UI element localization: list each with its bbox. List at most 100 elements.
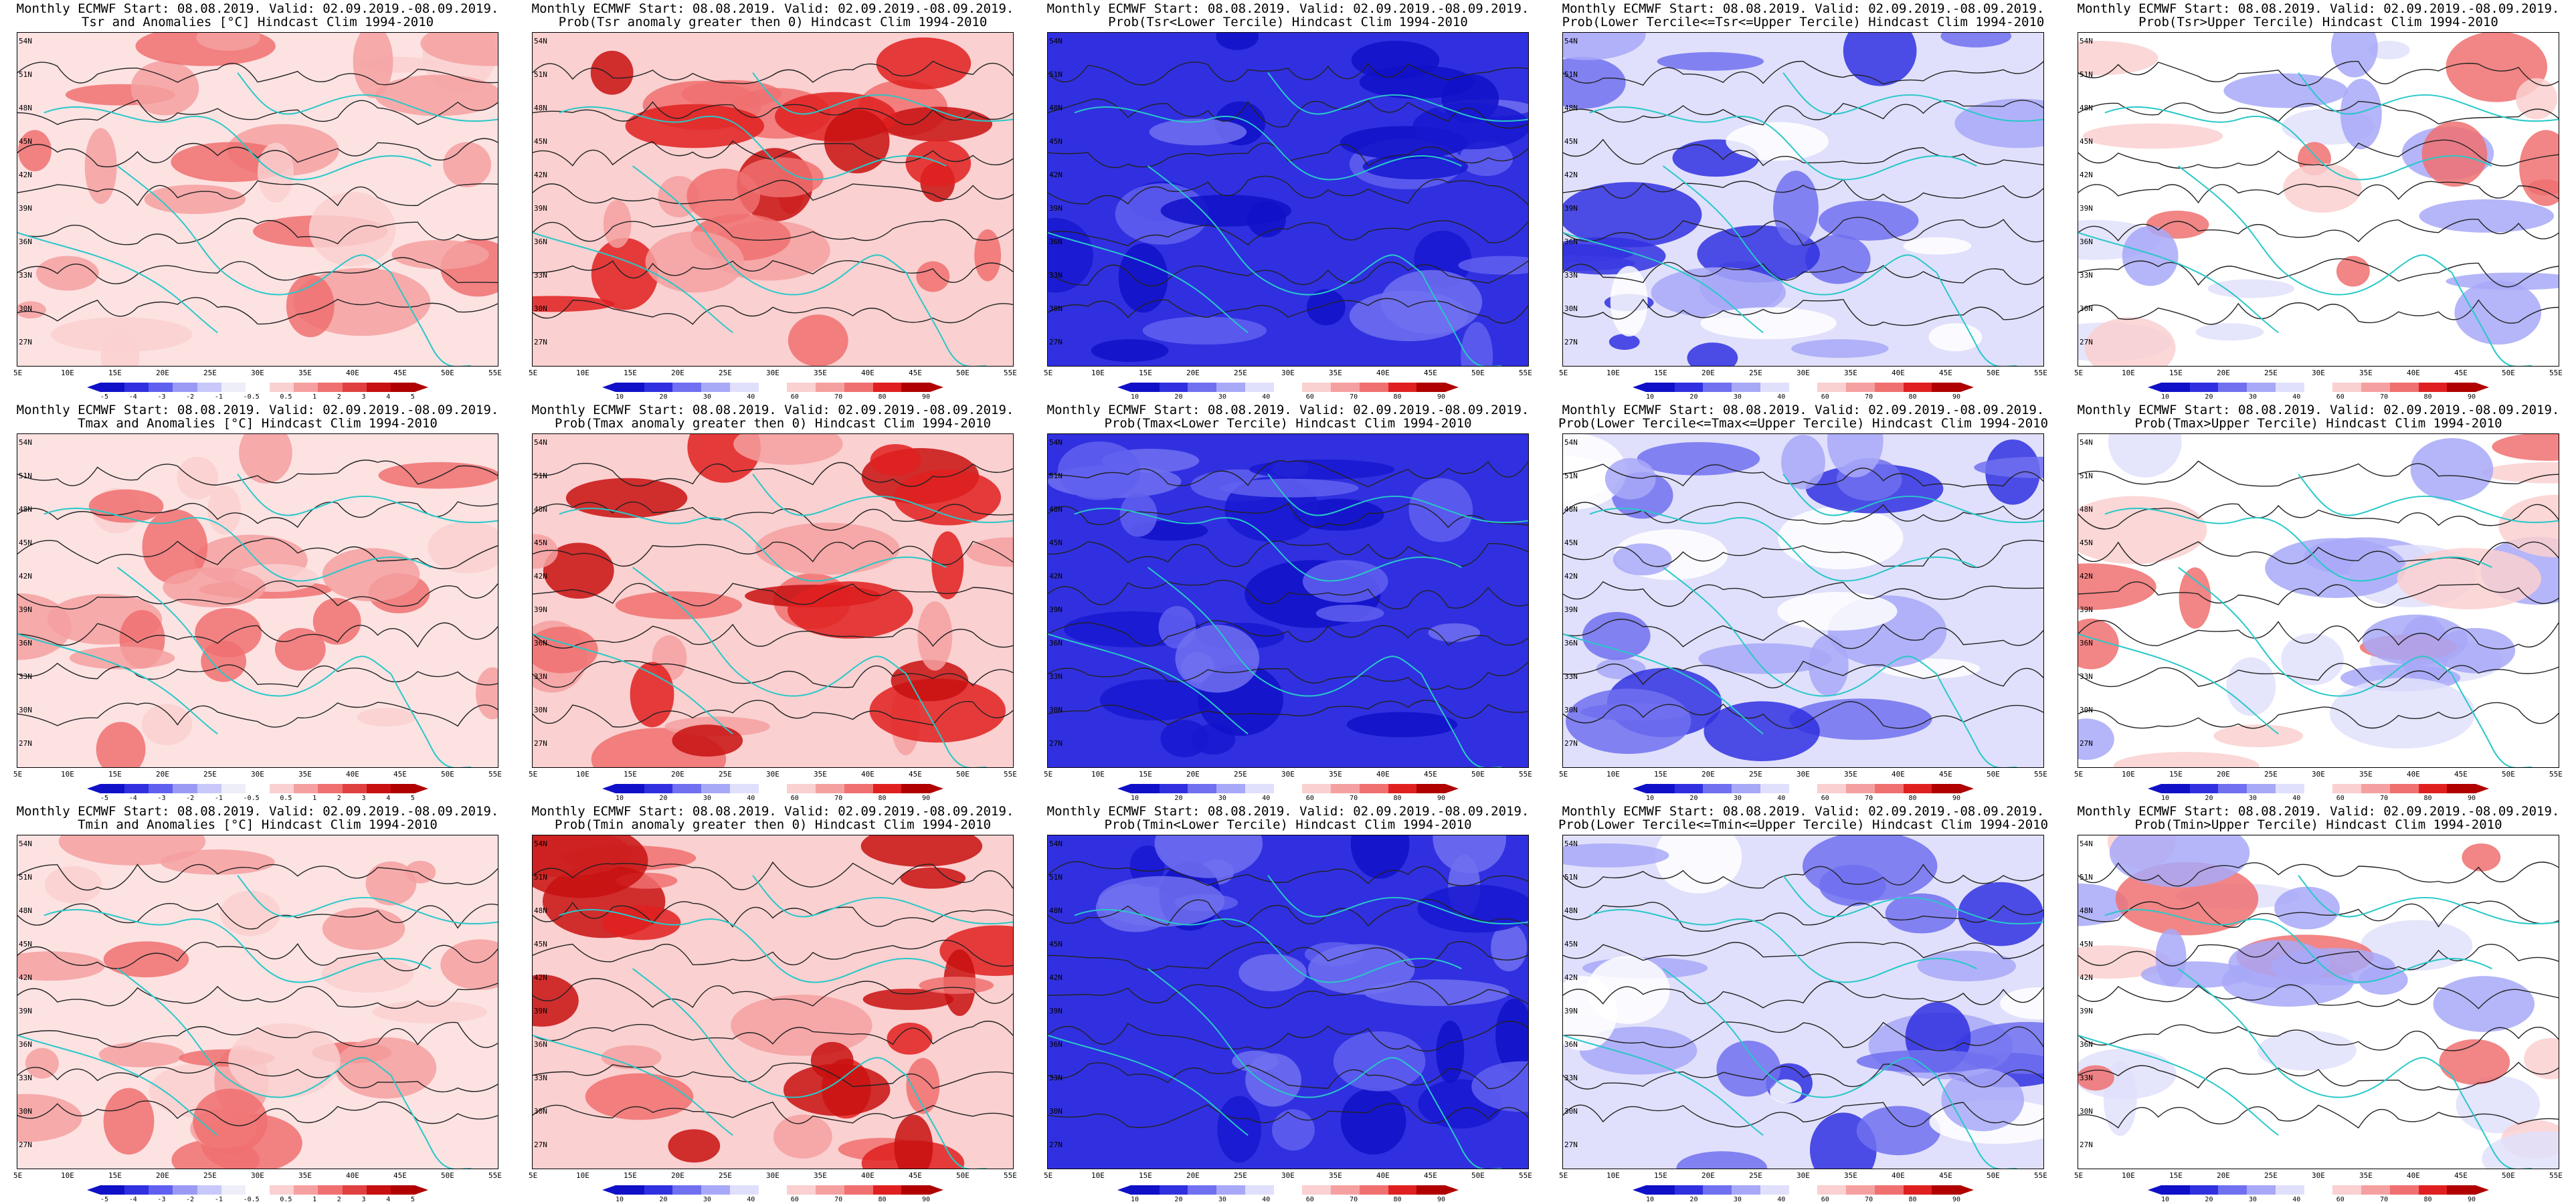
coastline [2451,272,2533,366]
panel-subtitle: Prob(Tsr anomaly greater then 0) Hindcas… [558,15,988,29]
colorbar-tick-label: -0.5 [243,795,260,802]
colorbar-swatch [1760,784,1789,793]
latitude-label: 30N [2080,304,2093,313]
shading-area [1777,592,1898,631]
colorbar-ticks: 10 20 30 40 60 70 80 90 [616,1196,930,1204]
colorbar-max-arrow [2476,383,2490,392]
coastline [1589,106,1977,181]
coastline [2078,1034,2279,1136]
shading-area [1149,118,1247,146]
colorbar-tick-label: 30 [1733,1196,1742,1203]
shading-area [1726,122,1829,161]
shading-area [322,548,420,601]
colorbar-tick-label: 40 [1262,393,1271,401]
shading-area [905,140,972,187]
contour-line [533,60,1013,84]
longitude-label: 40E [1376,369,1390,377]
contour-line [1563,464,2043,488]
latitude-label: 42N [1564,171,1578,179]
longitude-label: 45E [2454,1171,2468,1180]
shading-area [787,581,913,639]
longitude-label: 55E [1004,369,1017,377]
contour-line [17,1100,498,1126]
coastline [1662,165,1938,296]
shading-area [428,521,498,574]
shading-area [103,1088,155,1155]
latitude-label: 33N [1564,672,1578,681]
shading-area [239,434,292,484]
colorbar-max-arrow [1445,1185,1459,1195]
colorbar-swatch [1131,383,1160,392]
shading-area [966,537,1013,567]
latitude-label: 42N [2080,171,2093,179]
latitude-label: 45N [1049,940,1063,948]
shading-area [195,607,262,658]
coastline [390,272,472,366]
colorbar-tick-label: 30 [703,795,711,802]
colorbar-swatch [2332,383,2362,392]
colorbar-swatch [787,383,816,392]
shading-area [881,106,993,142]
forecast-panel: Monthly ECMWF Start: 08.08.2019. Valid: … [0,0,515,401]
colorbar-min-arrow [1633,383,1646,392]
longitude-label: 30E [766,369,779,377]
contour-line [17,62,498,86]
shading-area [870,443,921,476]
colorbar-swatch [1846,383,1875,392]
shading-area [1099,679,1211,721]
longitude-label: 45E [393,369,407,377]
longitude-label: 55E [1519,369,1532,377]
colorbar-tick-label: 40 [747,393,755,401]
colorbar-tick-label: 40 [2292,795,2301,802]
shading-area [1613,543,1672,576]
latitude-label: 45N [1564,137,1578,146]
colorbar-swatch [844,1185,873,1195]
longitude-label: 50E [956,770,970,779]
colorbar-tick-label: 20 [659,795,668,802]
contour-line [1048,220,1528,247]
colorbar-tick-label: 1 [312,1196,317,1203]
shading-area [177,456,219,500]
coastline [17,231,218,333]
map-shading [2078,434,2559,767]
colorbar-swatch [1388,1185,1417,1195]
colorbar-tick-label: 40 [747,1196,755,1203]
colorbar-tick-label: 3 [361,1196,366,1203]
contour-line [2078,503,2559,530]
colorbar-max-arrow [930,383,944,392]
longitude-label: 55E [2034,369,2047,377]
colorbar-swatch [390,1185,416,1195]
colorbar-tick-label: 80 [1908,795,1917,802]
colorbar-tick-label: 10 [1131,795,1139,802]
shading-area [1154,835,1263,878]
longitude-label: 45E [909,369,922,377]
colorbar [1117,784,1459,793]
colorbar-swatch [1273,784,1303,793]
latitude-label: 33N [534,271,547,280]
colorbar-swatch [100,383,125,392]
shading-area [1789,698,1932,740]
colorbar-swatch [1932,784,1961,793]
colorbar-tick-label: -0.5 [243,1196,260,1203]
latitude-label: 30N [2080,1107,2093,1116]
panel-header: Monthly ECMWF Start: 08.08.2019. Valid: … [531,1,1014,16]
contour-line [1048,142,1528,169]
coastline [2298,474,2559,524]
colorbar-swatch [2275,383,2304,392]
shading-area [2000,987,2043,1019]
panel-header: Monthly ECMWF Start: 08.08.2019. Valid: … [16,1,499,16]
contour-line [1563,581,2043,607]
shading-area [1458,256,1528,275]
colorbar-swatch [2361,1185,2390,1195]
colorbar-tick-label: 40 [1262,795,1271,802]
colorbar-swatch [1646,383,1675,392]
longitude-label: 5E [1044,369,1053,377]
latitude-label: 42N [1049,973,1063,982]
contour-line [533,1101,1013,1124]
colorbar-tick-label: 40 [2292,1196,2301,1203]
longitude-label: 20E [1701,1171,1715,1180]
colorbar-swatch [672,1185,702,1195]
longitude-label: 15E [108,369,122,377]
contour-line [2078,619,2559,649]
longitude-label: 5E [529,770,538,779]
